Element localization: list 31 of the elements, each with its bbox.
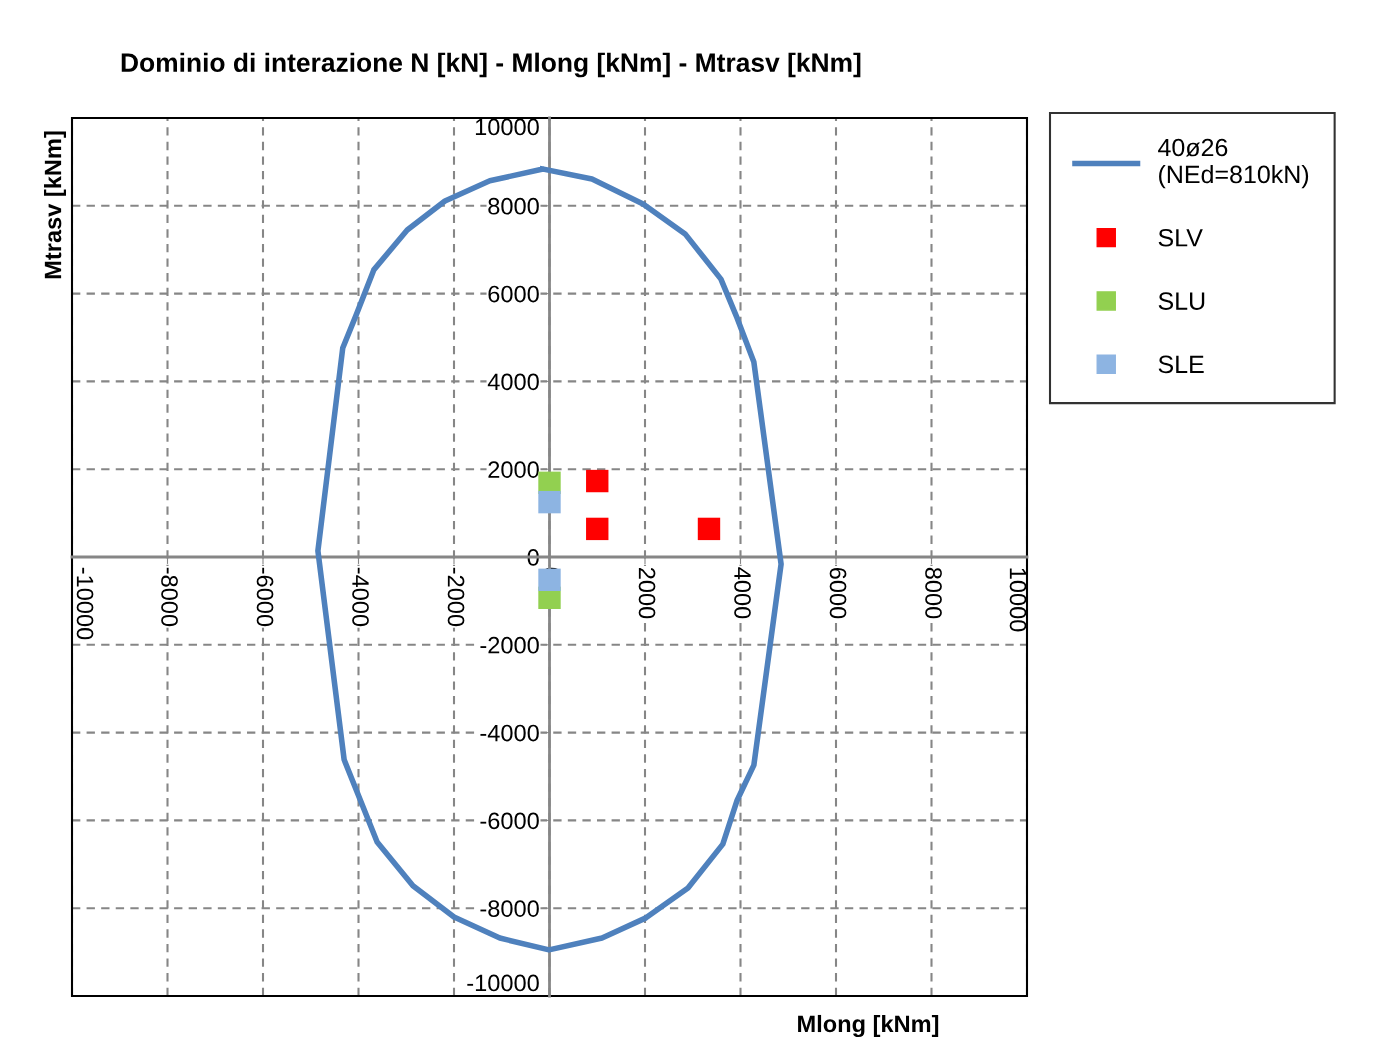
x-axis-title: Mlong [kNm] xyxy=(798,1014,939,1038)
point xyxy=(538,568,561,592)
y-tick-label: 6000 xyxy=(488,285,539,303)
x-tick-label: 6000 xyxy=(829,567,847,619)
point xyxy=(586,469,609,493)
y-tick-label: -10000 xyxy=(467,974,539,992)
legend-label: SLE xyxy=(1158,355,1204,374)
y-axis-title: Mtrasv [kNm] xyxy=(44,131,66,279)
point xyxy=(697,517,721,541)
chart-title: Dominio di interazione N [kN] - Mlong [kNm] - Mtrasv [kNm] xyxy=(121,52,861,78)
x-tick-label: -10000 xyxy=(76,567,94,640)
legend-label: SLV xyxy=(1158,228,1203,247)
legend-label: 40ø26 (NEd=810kN) xyxy=(1158,138,1309,189)
x-tick-label: -8000 xyxy=(161,567,178,627)
y-tick-label: 2000 xyxy=(488,461,539,478)
x-tick-label: -6000 xyxy=(256,567,274,627)
legend-label: SLU xyxy=(1158,292,1205,310)
y-tick-label: 8000 xyxy=(488,197,539,215)
y-tick-label: -4000 xyxy=(480,724,539,742)
x-tick-label: -4000 xyxy=(352,567,369,627)
y-tick-label: -8000 xyxy=(480,900,539,917)
x-tick-label: 8000 xyxy=(925,567,942,619)
point xyxy=(586,517,609,541)
point xyxy=(538,490,561,514)
y-tick-label: -2000 xyxy=(480,636,539,654)
y-tick-label: 10000 xyxy=(475,118,539,136)
y-tick-label: 4000 xyxy=(487,373,539,391)
x-tick-label: 10000 xyxy=(1009,568,1027,632)
y-tick-label: -6000 xyxy=(480,812,539,830)
x-tick-label: 4000 xyxy=(734,567,751,619)
x-tick-label: 2000 xyxy=(638,567,656,619)
